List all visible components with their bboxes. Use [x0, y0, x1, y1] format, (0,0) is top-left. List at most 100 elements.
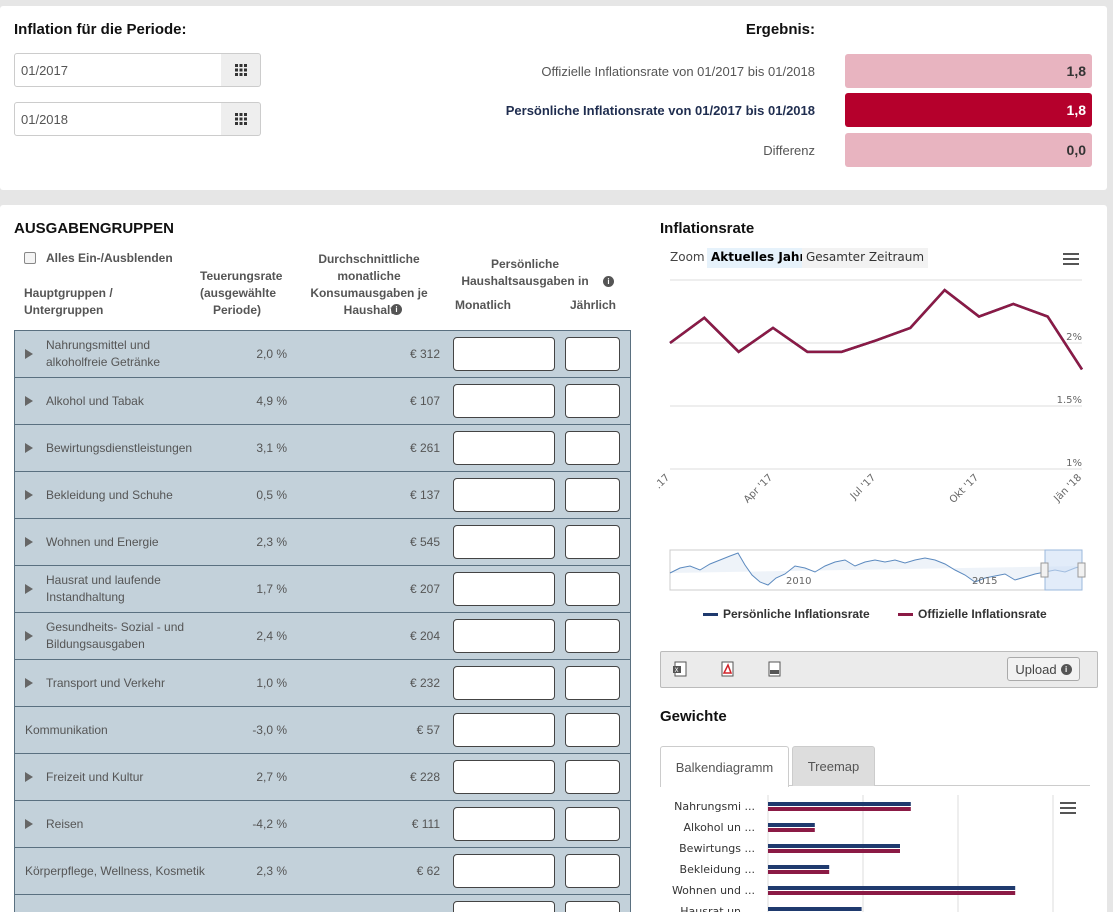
group-name-text: Hausrat und laufende Instandhaltung [46, 573, 161, 604]
navigator-label-2010: 2010 [786, 576, 812, 587]
tab-bar-chart[interactable]: Balkendiagramm [660, 746, 789, 787]
legend-personal-marker [703, 612, 718, 616]
group-avg-spending: € 204 [409, 629, 440, 643]
table-row[interactable]: Gesundheits- Sozial - und Bildungsausgab… [15, 613, 630, 660]
group-rate: 0,5 % [256, 488, 287, 502]
yearly-input[interactable] [565, 337, 620, 371]
upload-label: Upload [1015, 661, 1057, 677]
monthly-input[interactable] [453, 572, 555, 606]
yearly-input[interactable] [565, 572, 620, 606]
legend-official-label: Offizielle Inflationsrate [918, 607, 1047, 621]
excel-export-icon[interactable]: X [673, 661, 689, 677]
table-row[interactable]: Alkohol und Tabak 4,9 % € 107 [15, 378, 630, 425]
expand-arrow-icon[interactable] [25, 443, 33, 453]
yearly-input[interactable] [565, 384, 620, 418]
group-avg-spending: € 261 [409, 441, 440, 455]
yearly-input[interactable] [565, 901, 620, 912]
group-avg-spending: € 228 [409, 770, 440, 784]
monthly-input[interactable] [453, 478, 555, 512]
csv-export-icon[interactable] [767, 661, 783, 677]
expand-arrow-icon[interactable] [25, 819, 33, 829]
table-row[interactable]: Bewirtungsdienstleistungen 3,1 % € 261 [15, 425, 630, 472]
legend-official[interactable]: Offizielle Inflationsrate [898, 607, 1047, 621]
table-row[interactable]: Hausrat und laufende Instandhaltung 1,7 %… [15, 566, 630, 613]
monthly-input[interactable] [453, 901, 555, 912]
official-rate-value: 1,8 [845, 54, 1092, 88]
table-row[interactable]: Sonstige Waren und [15, 895, 630, 912]
monthly-input[interactable] [453, 807, 555, 841]
group-rate: 2,7 % [256, 770, 287, 784]
table-row[interactable]: Freizeit und Kultur 2,7 % € 228 [15, 754, 630, 801]
group-avg-spending: € 545 [409, 535, 440, 549]
table-row[interactable]: Wohnen und Energie 2,3 % € 545 [15, 519, 630, 566]
zoom-all-button[interactable]: Gesamter Zeitraum [802, 248, 929, 268]
expand-arrow-icon[interactable] [25, 631, 33, 641]
zoom-current-year-button[interactable]: Aktuelles Jahr [707, 248, 810, 268]
legend-personal[interactable]: Persönliche Inflationsrate [703, 607, 870, 621]
yearly-input[interactable] [565, 478, 620, 512]
official-rate-label: Offizielle Inflationsrate von 01/2017 bi… [541, 64, 815, 79]
difference-label: Differenz [763, 143, 815, 158]
weights-menu-icon[interactable] [1060, 802, 1076, 814]
yearly-input[interactable] [565, 619, 620, 653]
col-personal-info-icon: i [603, 276, 614, 287]
monthly-input[interactable] [453, 384, 555, 418]
yearly-input[interactable] [565, 760, 620, 794]
table-row[interactable]: Nahrungsmittel und alkoholfreie Getränke… [15, 331, 630, 378]
expand-arrow-icon[interactable] [25, 678, 33, 688]
yearly-input[interactable] [565, 807, 620, 841]
personal-rate-label: Persönliche Inflationsrate von 01/2017 b… [505, 103, 815, 118]
group-avg-spending: € 111 [411, 817, 440, 831]
inflation-chart-title: Inflationsrate [660, 220, 755, 237]
group-rate: 2,4 % [256, 629, 287, 643]
group-name-text: Bekleidung und Schuhe [46, 487, 173, 502]
monthly-input[interactable] [453, 619, 555, 653]
monthly-input[interactable] [453, 854, 555, 888]
table-row[interactable]: Transport und Verkehr 1,0 % € 232 [15, 660, 630, 707]
table-row[interactable]: Reisen -4,2 % € 111 [15, 801, 630, 848]
col-avg-header: Durchschnittliche monatliche Konsumausga… [310, 252, 428, 317]
group-name-text: Transport und Verkehr [46, 675, 165, 690]
monthly-input[interactable] [453, 666, 555, 700]
yearly-input[interactable] [565, 854, 620, 888]
monthly-input[interactable] [453, 760, 555, 794]
navigator-handle-right[interactable] [1077, 562, 1086, 578]
calendar-to-button[interactable] [221, 102, 261, 136]
group-name: Gesundheits- Sozial - und Bildungsausgab… [25, 613, 205, 659]
toggle-all-checkbox[interactable] [24, 252, 36, 264]
chart-menu-icon[interactable] [1063, 253, 1079, 265]
monthly-input[interactable] [453, 337, 555, 371]
expand-arrow-icon[interactable] [25, 772, 33, 782]
group-name: Freizeit und Kultur [25, 754, 205, 800]
expand-arrow-icon[interactable] [25, 349, 33, 359]
upload-button[interactable]: Upload i [1007, 657, 1080, 681]
expand-arrow-icon[interactable] [25, 396, 33, 406]
monthly-input[interactable] [453, 431, 555, 465]
group-name: Sonstige Waren und [25, 895, 205, 912]
difference-value: 0,0 [845, 133, 1092, 167]
yearly-input[interactable] [565, 713, 620, 747]
navigator-selection[interactable] [1044, 549, 1083, 591]
yearly-input[interactable] [565, 525, 620, 559]
expand-arrow-icon[interactable] [25, 537, 33, 547]
yearly-input[interactable] [565, 431, 620, 465]
pdf-export-icon[interactable] [720, 661, 736, 677]
monthly-input[interactable] [453, 713, 555, 747]
expand-arrow-icon[interactable] [25, 584, 33, 594]
calendar-from-button[interactable] [221, 53, 261, 87]
toggle-all[interactable]: Alles Ein-/Ausblenden [24, 251, 173, 265]
expand-arrow-icon[interactable] [25, 490, 33, 500]
date-to-input[interactable] [14, 102, 222, 136]
table-row[interactable]: Kommunikation -3,0 % € 57 [15, 707, 630, 754]
group-rate: 2,3 % [256, 864, 287, 878]
group-name: Hausrat und laufende Instandhaltung [25, 566, 205, 612]
group-avg-spending: € 232 [409, 676, 440, 690]
navigator-handle-left[interactable] [1040, 562, 1049, 578]
monthly-input[interactable] [453, 525, 555, 559]
yearly-input[interactable] [565, 666, 620, 700]
group-rate: -4,2 % [252, 817, 287, 831]
tab-treemap[interactable]: Treemap [792, 746, 875, 786]
table-row[interactable]: Bekleidung und Schuhe 0,5 % € 137 [15, 472, 630, 519]
table-row[interactable]: Körperpflege, Wellness, Kosmetik 2,3 % € 6… [15, 848, 630, 895]
